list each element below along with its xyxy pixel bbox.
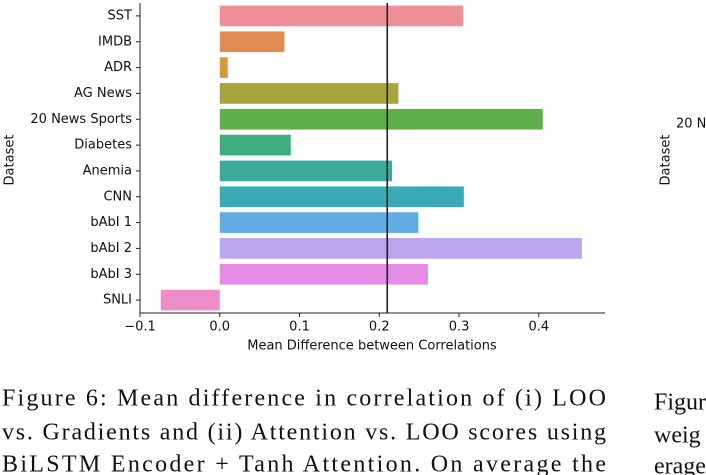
bar xyxy=(219,5,464,27)
neighbor-ylabel: Dataset xyxy=(659,135,674,186)
bar xyxy=(219,31,285,53)
neighbor-tick: 20 N xyxy=(676,117,706,132)
caption-line: BiLSTM Encoder + Tanh Attention. On aver… xyxy=(2,452,606,475)
bar xyxy=(219,238,582,259)
y-tick-label: bAbI 3 xyxy=(90,267,132,282)
bar xyxy=(219,160,393,182)
y-tick-label: ADR xyxy=(104,60,132,75)
y-tick-label: Diabetes xyxy=(74,138,132,153)
y-axis-label: Dataset xyxy=(3,135,18,186)
bar xyxy=(219,212,419,233)
y-tick-label: AG News xyxy=(74,86,132,101)
y-tick-label: CNN xyxy=(103,189,132,204)
y-tick-label: SST xyxy=(108,8,133,23)
y-tick-label: SNLI xyxy=(103,293,132,308)
bar xyxy=(219,186,464,208)
y-tick-label: bAbI 1 xyxy=(90,215,132,230)
neighbor-caption: weig xyxy=(654,423,701,449)
caption-line: Figure 6: Mean difference in correlation… xyxy=(2,386,606,412)
y-tick-label: bAbI 2 xyxy=(90,241,132,256)
y-tick-label: 20 News Sports xyxy=(30,112,132,127)
bar xyxy=(219,83,399,104)
x-tick-label: 0.1 xyxy=(289,320,310,335)
y-tick-label: IMDB xyxy=(98,34,132,49)
x-tick-label: 0.2 xyxy=(369,320,390,335)
bar xyxy=(219,263,428,285)
x-tick-label: −0.1 xyxy=(124,320,156,335)
bar xyxy=(219,57,228,78)
x-tick-label: 0.3 xyxy=(449,320,470,335)
neighbor-caption: erage xyxy=(654,454,706,475)
x-axis-label: Mean Difference between Correlations xyxy=(247,339,497,354)
caption-line: vs. Gradients and (ii) Attention vs. LOO… xyxy=(2,420,606,446)
y-tick-label: Anemia xyxy=(83,163,132,178)
bar xyxy=(219,108,543,130)
bar xyxy=(219,134,291,156)
x-tick-label: 0.4 xyxy=(528,320,549,335)
neighbor-caption: Figur xyxy=(654,390,706,416)
bar xyxy=(160,289,220,311)
x-tick-label: 0.0 xyxy=(209,320,230,335)
